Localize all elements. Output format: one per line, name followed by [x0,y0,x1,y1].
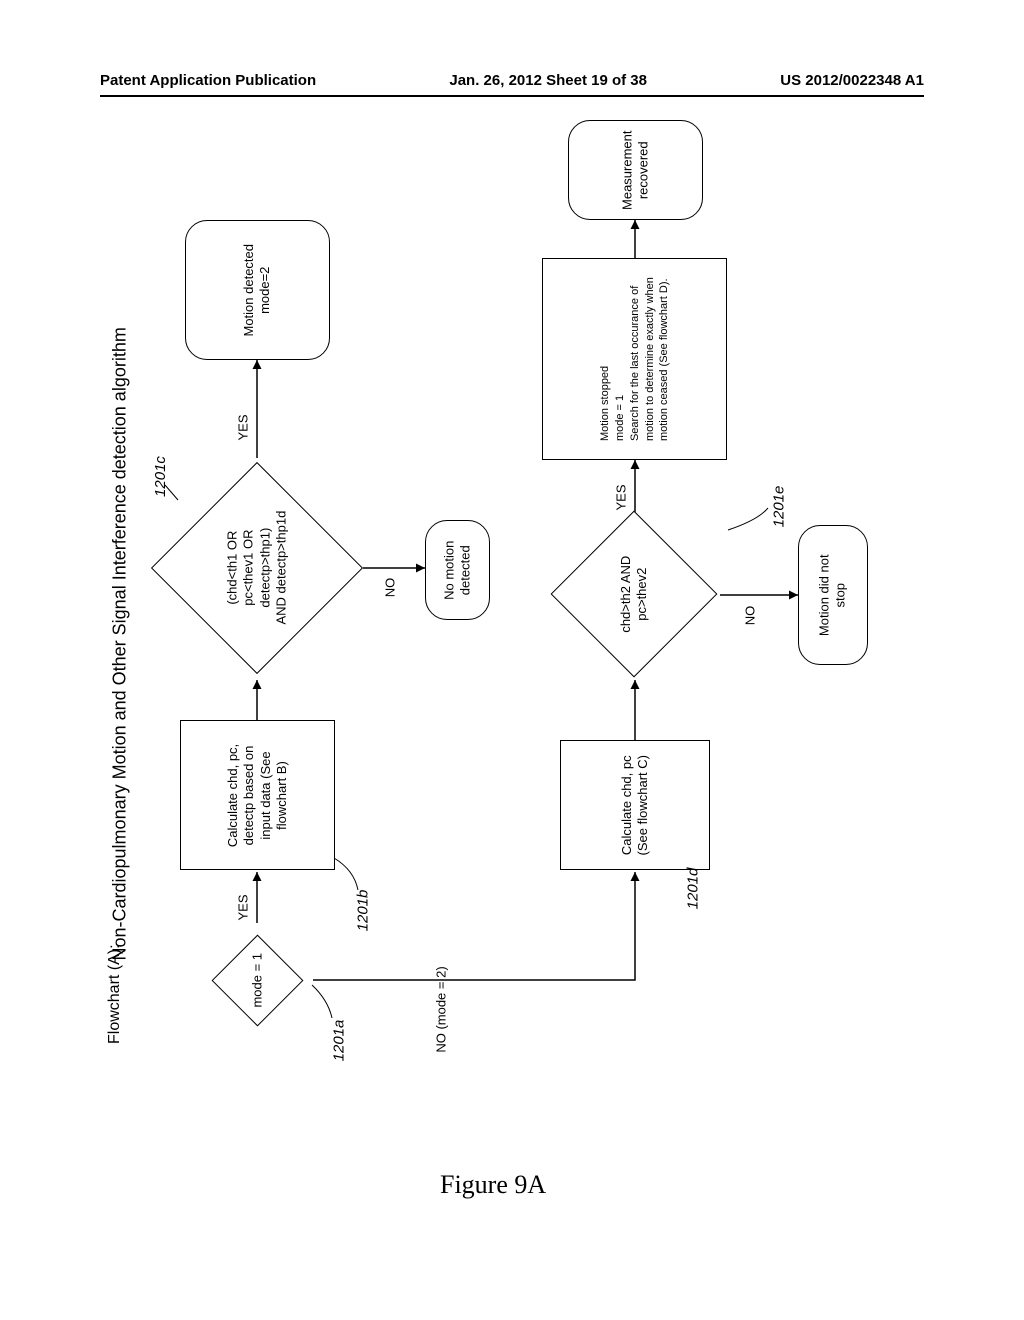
branch-no-mode2: NO (mode = 2) [434,966,449,1052]
branch-yes-e: YES [614,484,629,510]
terminal-not-stop-text: Motion did not stop [817,554,850,636]
process-motion-stopped: Motion stopped mode = 1 Search for the l… [542,258,727,460]
ref-1201c: 1201c [152,456,169,497]
header-rule [100,95,924,97]
decision-thresholds-e: chd>th2 AND pc>thev2 [551,511,718,678]
algorithm-title: Non-Cardiopulmonary Motion and Other Sig… [110,341,131,961]
decision-mode1: mode = 1 [212,935,304,1027]
decision-thresholds-c-text: (chd<th1 OR pc<thev1 OR detectp>thp1) AN… [224,511,289,625]
ref-1201a: 1201a [330,1020,347,1062]
branch-yes-a: YES [236,894,251,920]
page-header: Patent Application Publication Jan. 26, … [0,72,1024,89]
terminal-motion-detected: Motion detected mode=2 [185,220,330,360]
terminal-recovered-text: Measurement recovered [619,130,652,209]
terminal-motion-detected-text: Motion detected mode=2 [241,244,274,337]
decision-thresholds-c: (chd<th1 OR pc<thev1 OR detectp>thp1) AN… [151,462,363,674]
terminal-no-motion-text: No motion detected [441,540,474,599]
figure-area: Non-Cardiopulmonary Motion and Other Sig… [80,150,950,1200]
flowchart-label: Flowchart (A): [106,894,124,1044]
ref-1201b: 1201b [354,890,371,932]
terminal-not-stop: Motion did not stop [798,525,868,665]
process-calc-d: Calculate chd, pc (See flowchart C) [560,740,710,870]
branch-no-e: NO [742,606,757,626]
terminal-recovered: Measurement recovered [568,120,703,220]
ref-1201d: 1201d [684,868,701,910]
header-center: Jan. 26, 2012 Sheet 19 of 38 [449,72,647,89]
decision-thresholds-e-text: chd>th2 AND pc>thev2 [618,556,651,633]
process-motion-stopped-text: Motion stopped mode = 1 Search for the l… [597,277,671,441]
process-calc-b: Calculate chd, pc, detectp based on inpu… [180,720,335,870]
figure-caption: Figure 9A [440,1170,546,1200]
process-calc-b-text: Calculate chd, pc, detectp based on inpu… [225,743,290,846]
process-calc-d-text: Calculate chd, pc (See flowchart C) [619,755,652,855]
terminal-no-motion: No motion detected [425,520,490,620]
branch-no-c: NO [382,578,397,598]
header-left: Patent Application Publication [100,72,316,89]
decision-mode1-text: mode = 1 [249,953,265,1008]
ref-1201e: 1201e [770,486,787,528]
header-right: US 2012/0022348 A1 [780,72,924,89]
branch-yes-c: YES [236,414,251,440]
